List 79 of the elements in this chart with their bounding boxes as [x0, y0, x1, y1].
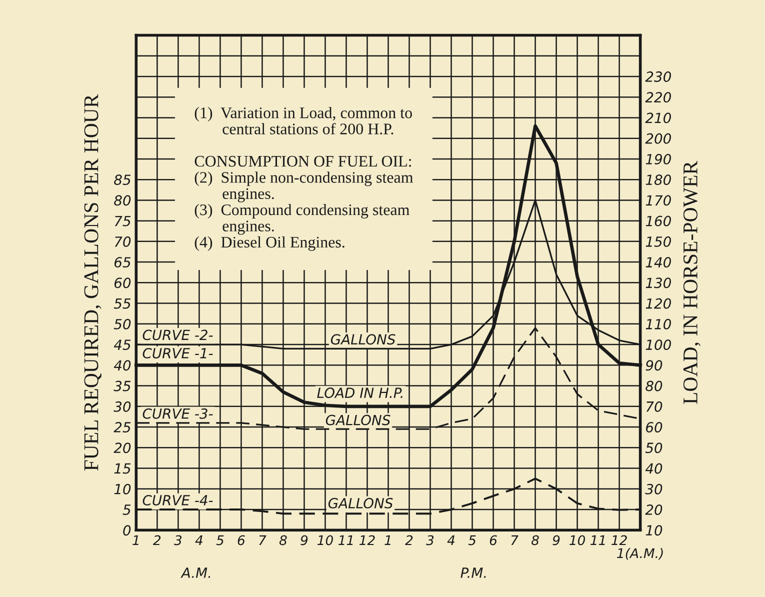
x-tick-label: 6: [490, 535, 497, 546]
x-tick-label: 1: [384, 535, 390, 546]
y-tick-label: 65: [114, 257, 131, 268]
y-tick-label: 0: [123, 525, 131, 536]
y-tick-label: 45: [114, 340, 131, 350]
y-tick-label: 80: [114, 195, 131, 206]
x-tick-label: 7: [259, 535, 266, 546]
y-tick-label: 35: [114, 380, 131, 392]
x-tick-label: 3: [426, 535, 434, 546]
x-tick-label: 11: [590, 535, 605, 546]
y2-tick-label: 200: [645, 133, 671, 144]
x-tick-label: 4: [195, 535, 202, 546]
y-tick-label: 55: [114, 298, 131, 309]
x-tick-label: 12: [612, 535, 627, 546]
text: (1) Variation in Load, common to central stations of 200 H.P. CONSUMPTION OF FUEL OIL: (2) Simple non-condensing steam engines. (3) Compound condensing steam engines. (4) Diesel Oil Engines.: [194, 106, 414, 251]
y2-tick-label: 80: [646, 380, 662, 392]
y2-tick-label: 150: [646, 236, 671, 247]
y-axis-title: FUEL REQUIRED, GALLONS PER HOUR: [84, 94, 102, 471]
y2-tick-label: 140: [646, 257, 671, 268]
annotation: CURVE -1-: [142, 348, 213, 358]
annotation: GALLONS: [330, 334, 396, 345]
y2-tick-label: 60: [646, 422, 662, 433]
x-tick-label: 2: [153, 535, 161, 546]
y2-tick-label: 180: [646, 174, 671, 186]
y-tick-label: 20: [114, 442, 131, 454]
y2-tick-label: 160: [646, 216, 671, 226]
x-tick-label: 11: [338, 535, 353, 546]
x-tick-label: 8: [532, 535, 539, 546]
y-tick-label: 85: [114, 174, 131, 186]
annotation: CURVE -4-: [142, 494, 213, 506]
x-tick-label: 10: [570, 535, 586, 546]
y2-tick-label: 120: [646, 298, 671, 309]
y2-tick-label: 40: [645, 463, 662, 474]
x-tick-label: 8: [279, 535, 287, 546]
text: A.M.: [180, 568, 210, 578]
x-tick-label: 2: [405, 535, 413, 546]
y-tick-label: 50: [114, 318, 131, 330]
x-tick-label: 10: [317, 535, 333, 546]
y2-tick-label: 20: [645, 504, 662, 515]
y2-tick-label: 130: [646, 278, 671, 288]
y-tick-label: 40: [114, 360, 131, 371]
y2-tick-label: 220: [645, 92, 671, 103]
x-tick-label: 4: [447, 535, 455, 546]
x-tick-label: 12: [359, 535, 375, 546]
annotation: GALLONS: [328, 498, 393, 508]
x-tick-label: 1: [132, 535, 138, 546]
y-tick-label: 10: [114, 484, 131, 494]
x-tick-label: 9: [300, 535, 308, 546]
y2-tick-label: 100: [646, 340, 671, 350]
y2-tick-label: 230: [645, 71, 671, 82]
y2-tick-label: 90: [646, 360, 662, 371]
x-tick-label: 5: [468, 535, 476, 546]
x-tick-label: 5: [216, 535, 224, 546]
annotation: LOAD IN H.P.: [317, 388, 402, 398]
annotation: CURVE -3-: [142, 408, 213, 419]
y-tick-label: 25: [114, 422, 131, 433]
y-tick-label: 60: [114, 278, 131, 288]
y2-tick-label: 210: [645, 112, 671, 124]
y2-tick-label: 170: [646, 195, 671, 206]
y-tick-label: 15: [114, 463, 131, 474]
y-tick-label: 70: [114, 236, 131, 247]
y-tick-label: 30: [114, 401, 131, 412]
y-tick-label: 5: [122, 504, 131, 515]
y2-tick-label: 110: [646, 318, 671, 330]
y2-tick-label: 50: [645, 442, 662, 454]
x-tick-label: 3: [174, 535, 182, 546]
x-tick-label: 6: [238, 535, 245, 546]
x-tick-label: 9: [552, 535, 560, 546]
x-tick-label: 1(A.M.): [617, 548, 663, 560]
y-tick-label: 75: [114, 216, 131, 226]
annotation: GALLONS: [326, 414, 390, 426]
y2-axis-title: LOAD, IN HORSE-POWER: [683, 160, 700, 404]
x-tick-label: 7: [511, 535, 518, 546]
y2-tick-label: 70: [646, 401, 662, 412]
y2-tick-label: 10: [646, 525, 662, 536]
annotation: CURVE -2-: [142, 330, 213, 340]
y2-tick-label: 190: [646, 154, 671, 164]
y2-tick-label: 30: [645, 484, 662, 494]
text: P.M.: [460, 568, 486, 578]
